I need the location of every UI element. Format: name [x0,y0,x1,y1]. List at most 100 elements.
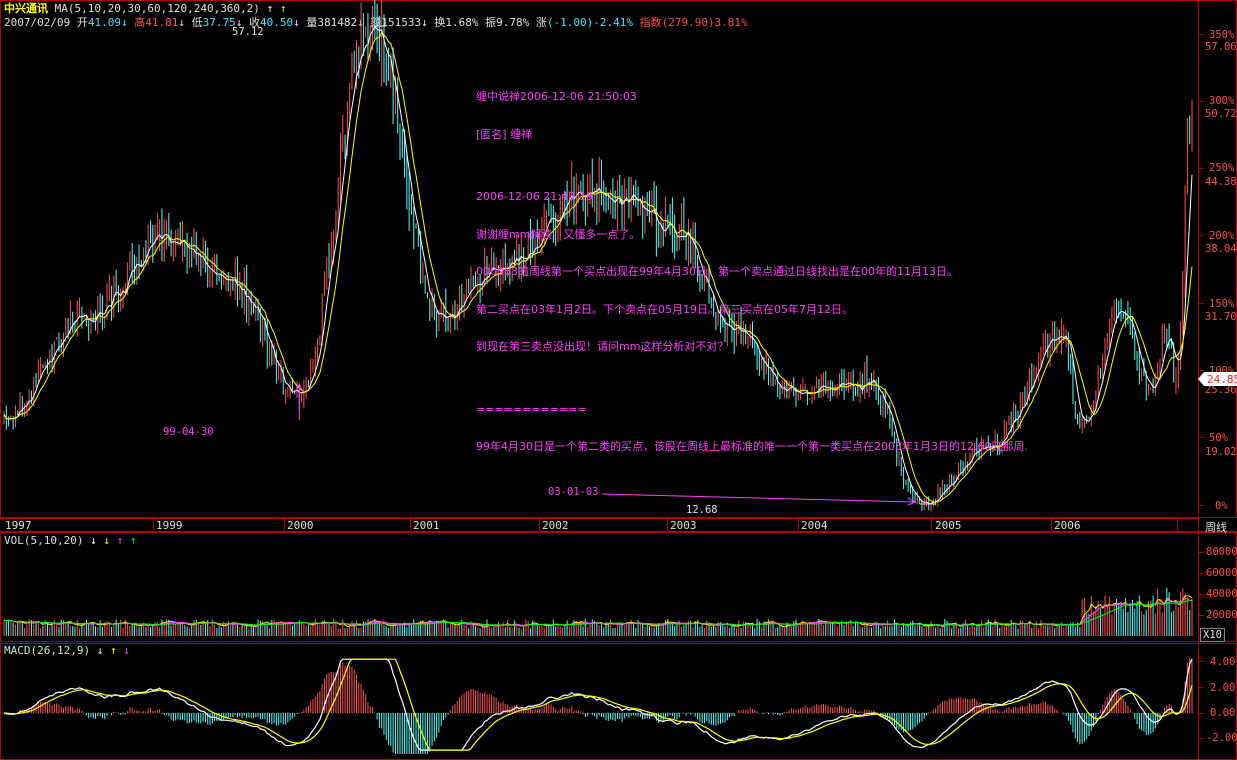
volume-indicator-label[interactable]: VOL(5,10,20) [4,534,84,547]
down-arrow-icon: ↓ [178,16,185,29]
year-label: 2002 [542,519,569,532]
pct-tick: 50% [1209,432,1228,444]
macd-dea-line [3,658,1193,751]
up-arrow-icon: ↑ [109,644,117,657]
year-label: 1999 [156,519,183,532]
volume-ma20-line [3,599,1193,627]
high-label: 高 [134,16,146,29]
index-label: 指数 [639,16,662,29]
up-arrow-icon: ↑ [116,534,124,547]
current-price-value: 24.85 [1207,373,1237,386]
amplitude-label: 振 [485,16,497,29]
down-arrow-icon: ↓ [421,16,428,29]
year-label: 2006 [1054,519,1081,532]
up-arrow-icon: ↑ [129,534,137,547]
open-value: 41.09 [87,16,121,29]
down-arrow-icon: ↓ [103,534,110,547]
volume-ma-lines [3,595,1193,628]
down-arrow-icon: ↓ [123,644,130,657]
grid-lines [2,34,1204,739]
amount-value: 151533 [381,16,422,29]
period-label[interactable]: 周线 [1205,521,1227,534]
volume-value: 381482 [317,16,358,29]
year-label: 2005 [935,519,962,532]
volume-tick: 60000 [1206,567,1237,579]
turnover-value: 1.68% [445,16,479,29]
macd-histogram[interactable] [4,657,1193,754]
change-value: (-1.00)-2.41% [546,16,633,29]
low-price-marker: 12.68 [686,504,718,516]
pct-tick: 150% [1209,298,1235,310]
price-tick: 25.36 [1205,384,1237,396]
high-price-marker: 57.12 [232,26,264,38]
down-arrow-icon: ↓ [90,534,97,547]
macd-lines [3,658,1193,751]
volume-panel-title: VOL(5,10,20) ↓ ↓ ↑ ↑ [4,534,136,547]
annotation-line: 到现在第三卖点没出现！请问mm这样分析对不对？ [476,340,729,353]
annotation-line: 000063的周线第一个买点出现在99年4月30日，第一个卖点通过日线找出是在0… [476,265,958,278]
volume-bars[interactable] [3,587,1193,636]
price-tick: 44.38 [1205,176,1237,188]
open-label: 开 [76,16,88,29]
turnover-label: 换 [434,16,446,29]
price-tick: 19.02 [1205,446,1237,458]
close-value: 40.50 [259,16,294,29]
current-price-tag: 24.85 [1198,372,1237,386]
amplitude-value: 9.78% [496,16,530,29]
price-ma-lines [3,26,1193,505]
macd-dif-line [3,658,1193,751]
panel-border [0,532,1237,642]
buy-point-label-2: 03-01-03 [548,486,599,498]
annotation-line: 第二买点在03年1月2日。下个卖点在05月19日。第三买点在05年7月12日。 [476,302,853,316]
volume-label: 量 [306,16,318,29]
price-tick: 57.06 [1205,41,1237,53]
ma-arrow-up-icon: ↑ [266,2,274,15]
down-arrow-icon: ↓ [96,644,104,657]
pct-tick: 350% [1209,29,1235,41]
high-value: 41.81 [145,16,179,29]
volume-tick: 80000 [1206,546,1237,558]
stock-name[interactable]: 中兴通讯 [4,2,48,15]
down-arrow-icon: ↓ [120,16,128,29]
amount-label: 额 [370,16,382,29]
buy-point-arrowhead [907,497,917,506]
buy-point-arrow [601,493,916,503]
ma-label: MA(5,10,20,30,60,120,240,360,2) [54,2,260,15]
macd-tick: 0.00 [1210,707,1236,719]
annotation-line: 缠中说禅2006-12-06 21:50:03 [476,90,637,103]
low-value: 37.75 [202,16,236,29]
annotation-line: 99年4月30日是一个第二类的买点，该股在周线上最标准的唯一一个第一类买点在20… [476,440,1028,453]
year-label: 2003 [670,519,697,532]
macd-tick: -2.00 [1206,732,1237,744]
annotation-line: 谢谢缠mm解读，又懂多一点了。 [476,227,641,241]
pct-tick: 0% [1215,500,1228,512]
low-label: 低 [191,16,203,29]
ma-arrow-up-icon: ↑ [279,2,287,15]
price-markers [294,25,936,506]
down-arrow-icon: ↓ [357,16,364,29]
macd-tick: 4.00 [1210,656,1236,668]
down-arrow-icon: ↓ [235,16,243,29]
annotation-line: 2006-12-06 21:43:19 [476,190,593,203]
year-label: 2000 [287,519,314,532]
pct-tick: 200% [1209,230,1235,242]
annotation-line: [匿名] 缠禅 [476,127,533,141]
up-arrow-icon: ↓ [293,16,300,29]
volume-unit: X10 [1200,628,1225,642]
annotation-block: 缠中说禅2006-12-06 21:50:03 [匿名] 缠禅 2006-12-… [476,66,1028,466]
buy-point-label-1: 99-04-30 [163,426,214,438]
pct-tick: 250% [1209,162,1235,174]
close-label: 收 [248,16,260,29]
change-label: 涨 [535,16,547,29]
price-tick: 31.70 [1205,311,1237,323]
header-line-1: 中兴通讯 MA(5,10,20,30,60,120,240,360,2) ↑ ↑ [4,0,286,16]
year-label: 1997 [5,519,32,532]
year-label: 2004 [801,519,828,532]
volume-tick: 20000 [1206,609,1237,621]
year-label: 2001 [413,519,440,532]
macd-indicator-label[interactable]: MACD(26,12,9) [4,644,91,657]
pct-tick: 300% [1209,95,1235,107]
volume-ma10-line [3,597,1193,627]
price-tick: 50.72 [1205,108,1237,120]
